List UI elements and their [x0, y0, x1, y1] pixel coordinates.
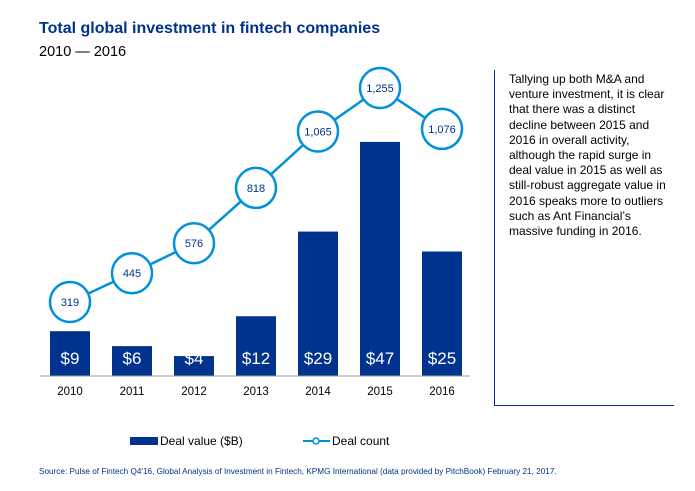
bar-2015 [360, 141, 400, 376]
bar-value-label: $6 [123, 349, 142, 368]
deal-count-point-2011 [110, 251, 154, 295]
deal-count-point-2012 [172, 221, 216, 265]
legend: Deal value ($B) Deal count [130, 434, 390, 448]
bar-2010 [50, 331, 90, 376]
x-tick-label: 2012 [181, 386, 207, 398]
bar-2011 [112, 346, 152, 376]
legend-marker-deal-count [312, 437, 320, 445]
bar-2014 [298, 231, 338, 376]
source-note: Source: Pulse of Fintech Q4'16, Global A… [39, 467, 557, 476]
bar-2016 [422, 251, 462, 376]
commentary-box: Tallying up both M&A and venture investm… [494, 70, 674, 406]
deal-count-point-2013 [234, 166, 278, 210]
bar-2013 [236, 316, 276, 376]
deal-count-point-2015 [358, 66, 402, 110]
x-tick-labels: 2010 2011 2012 2013 2014 2015 2016 [57, 386, 455, 398]
x-tick-label: 2016 [429, 386, 455, 398]
x-tick-label: 2011 [120, 386, 145, 398]
bar-value-label: $47 [366, 349, 394, 368]
chart-title: Total global investment in fintech compa… [39, 20, 381, 37]
bar-value-label: $4 [185, 349, 204, 368]
deal-count-label: 576 [185, 238, 203, 250]
deal-value-bars: $9 $6 $4 $12 $29 $47 $25 [50, 141, 462, 376]
bar-value-label: $29 [304, 349, 332, 368]
chart-subtitle: 2010 — 2016 [39, 44, 127, 60]
deal-count-label: 1,255 [366, 83, 394, 95]
deal-count-point-2010 [48, 280, 92, 324]
x-tick-label: 2014 [305, 386, 331, 398]
x-tick-label: 2015 [367, 386, 393, 398]
deal-count-points: 319 445 576 818 1,065 1,255 1,076 [48, 66, 464, 324]
legend-label-deal-value: Deal value ($B) [160, 434, 243, 448]
bar-2012 [174, 356, 214, 376]
x-tick-label: 2010 [57, 386, 83, 398]
deal-count-point-2016 [420, 107, 464, 151]
legend-label-deal-count: Deal count [332, 434, 390, 448]
deal-count-label: 1,065 [304, 126, 332, 138]
deal-count-point-2014 [296, 110, 340, 153]
deal-count-label: 319 [61, 297, 79, 309]
legend-swatch-deal-value [130, 437, 158, 445]
commentary-text: Tallying up both M&A and venture investm… [509, 72, 666, 239]
x-tick-label: 2013 [243, 386, 269, 398]
bar-value-label: $12 [242, 349, 270, 368]
bar-value-label: $25 [428, 349, 456, 368]
deal-count-label: 445 [123, 268, 141, 280]
deal-count-label: 818 [247, 183, 265, 195]
bar-value-label: $9 [61, 349, 80, 368]
deal-count-label: 1,076 [428, 124, 456, 136]
